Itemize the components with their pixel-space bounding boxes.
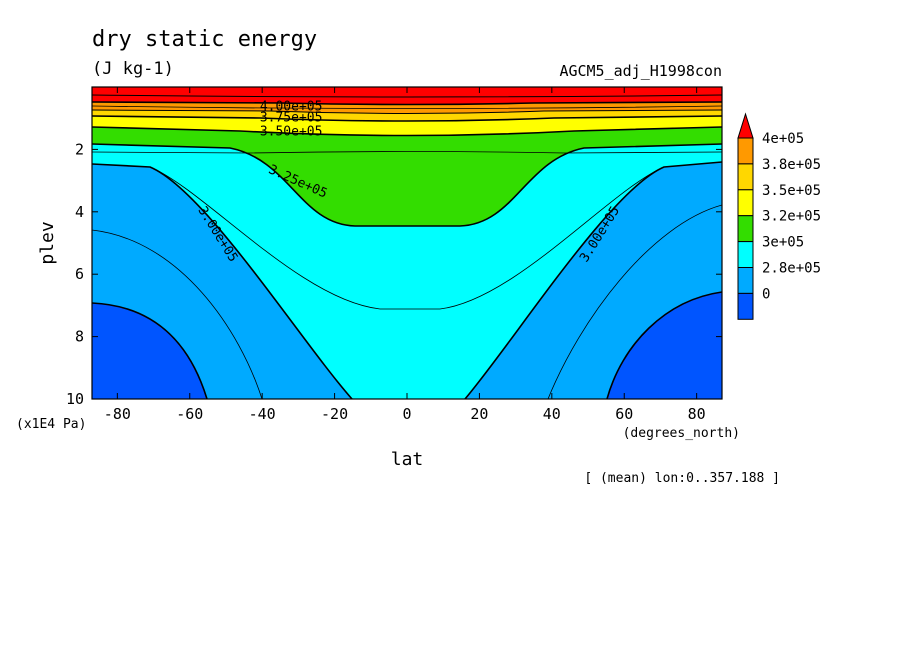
chart-units: (J kg-1) [92, 59, 174, 79]
band-right-deep [607, 292, 722, 399]
x-tick-label: 0 [402, 405, 411, 423]
legend-label: 3.5e+05 [762, 183, 821, 199]
legend-label: 3e+05 [762, 235, 804, 251]
x-tick-label: 80 [688, 405, 706, 423]
chart-subtitle: [ (mean) lon:0..357.188 ] [584, 471, 780, 486]
legend-label: 2.8e+05 [762, 261, 821, 277]
contour-label: 3.75e+05 [260, 111, 323, 126]
x-axis-units: (degrees_north) [623, 426, 740, 441]
x-axis-label: lat [391, 449, 424, 470]
legend-swatch [737, 189, 754, 217]
band-left-deep [92, 303, 207, 399]
contour-line-layer [92, 94, 722, 399]
band-275k-300k [92, 162, 722, 399]
y-tick-label: 4 [75, 203, 84, 221]
x-tick-label: -20 [321, 405, 348, 423]
y-axis-label: plev [37, 221, 58, 264]
contour-label: 4.00e+05 [260, 100, 323, 115]
x-tick-label: -80 [104, 405, 131, 423]
legend-swatch [737, 267, 754, 294]
legend-swatch [737, 292, 754, 320]
x-tick-label: -40 [249, 405, 276, 423]
legend-overflow-triangle [737, 112, 754, 139]
legend-label: 3.8e+05 [762, 157, 821, 173]
y-axis-units: (x1E4 Pa) [16, 417, 86, 432]
y-tick-label: 8 [75, 328, 84, 346]
legend-label: 0 [762, 286, 770, 302]
y-axis: 2 4 6 8 10 [66, 140, 722, 408]
y-tick-label: 2 [75, 140, 84, 158]
x-axis: -80 -60 -40 -20 0 20 40 60 80 [104, 87, 706, 423]
legend-swatch [737, 163, 754, 191]
legend-swatch [737, 215, 754, 243]
contour-fill-layer [92, 87, 722, 399]
run-name: AGCM5_adj_H1998con [559, 62, 722, 80]
x-tick-label: 60 [615, 405, 633, 423]
x-tick-label: 20 [470, 405, 488, 423]
chart-title: dry static energy [92, 27, 317, 52]
x-tick-label: -60 [176, 405, 203, 423]
y-tick-label: 10 [66, 390, 84, 408]
colorbar-legend: 4e+05 3.8e+05 3.5e+05 3.2e+05 3e+05 2.8e+05 0 [737, 112, 821, 320]
legend-swatch [737, 137, 754, 165]
legend-label: 3.2e+05 [762, 209, 821, 225]
legend-label: 4e+05 [762, 131, 804, 147]
y-tick-label: 6 [75, 265, 84, 283]
x-tick-label: 40 [543, 405, 561, 423]
legend-swatch [737, 241, 754, 269]
contour-label: 3.50e+05 [260, 125, 323, 140]
